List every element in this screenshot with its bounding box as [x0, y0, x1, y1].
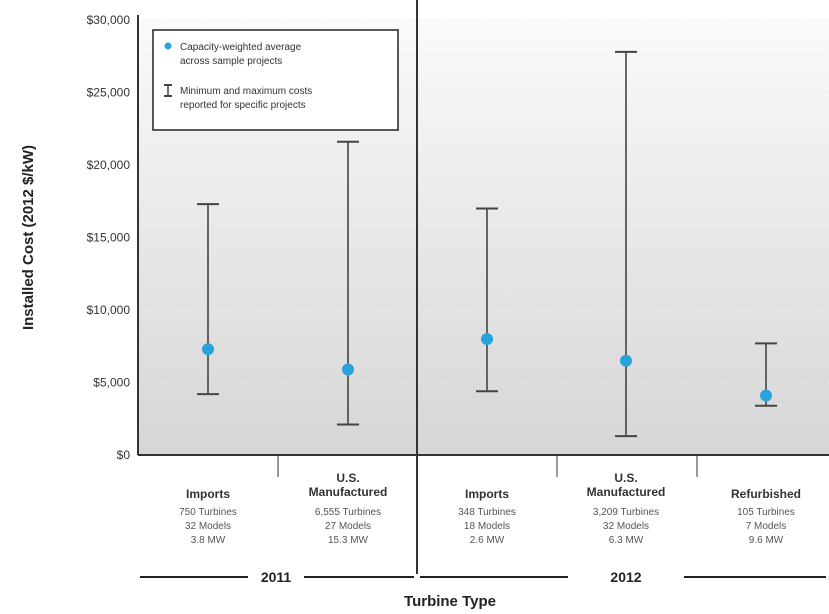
legend-entry-text: Minimum and maximum costs [180, 86, 312, 97]
category-detail: 348 Turbines [458, 507, 516, 518]
x-axis-title: Turbine Type [404, 593, 496, 610]
category-detail: 105 Turbines [737, 507, 795, 518]
legend-entry-text: Capacity-weighted average [180, 42, 302, 53]
category-detail: 32 Models [185, 521, 231, 532]
y-tick-label: $30,000 [87, 13, 131, 27]
category-name: Imports [465, 487, 509, 501]
legend-average-marker [164, 42, 172, 50]
category-detail: 18 Models [464, 521, 510, 532]
category-detail: 15.3 MW [328, 535, 369, 546]
y-tick-label: $15,000 [87, 231, 131, 245]
y-tick-label: $0 [117, 448, 131, 462]
y-axis-title: Installed Cost (2012 $/kW) [20, 145, 37, 330]
average-point [481, 333, 493, 345]
category-detail: 750 Turbines [179, 507, 237, 518]
category-name: Manufactured [309, 485, 388, 499]
category-name: Refurbished [731, 487, 801, 501]
category-detail: 9.6 MW [749, 535, 784, 546]
category-name: U.S. [614, 471, 637, 485]
average-point [760, 389, 772, 402]
category-detail: 32 Models [603, 521, 649, 532]
category-detail: 3,209 Turbines [593, 507, 659, 518]
category-name: Manufactured [587, 485, 666, 499]
y-tick-label: $25,000 [87, 86, 131, 100]
legend-box [152, 29, 399, 131]
legend-entry-text: across sample projects [180, 56, 282, 67]
category-detail: 6,555 Turbines [315, 507, 381, 518]
y-tick-label: $5,000 [93, 376, 130, 390]
y-tick-label: $20,000 [87, 158, 131, 172]
average-point [620, 354, 632, 367]
year-label: 2012 [610, 569, 641, 585]
y-tick-label: $10,000 [87, 303, 131, 317]
category-detail: 7 Models [746, 521, 787, 532]
category-name: Imports [186, 487, 230, 501]
category-detail: 2.6 MW [470, 535, 505, 546]
category-detail: 6.3 MW [609, 535, 644, 546]
year-label: 2011 [261, 569, 292, 585]
category-detail: 27 Models [325, 521, 371, 532]
category-name: U.S. [336, 471, 359, 485]
legend-entry-text: reported for specific projects [180, 100, 306, 111]
average-point [202, 343, 214, 356]
average-point [342, 363, 354, 376]
category-detail: 3.8 MW [191, 535, 226, 546]
